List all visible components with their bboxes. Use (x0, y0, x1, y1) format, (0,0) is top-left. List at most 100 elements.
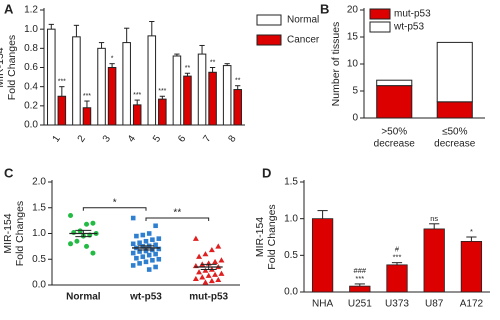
point (130, 263, 136, 268)
y-tick-label: 1.2 (24, 5, 38, 16)
x-tick-label: decrease (374, 139, 416, 150)
y-tick-label: 0.8 (24, 43, 38, 54)
point (84, 221, 90, 227)
y-tick-label: 1.5 (284, 177, 298, 188)
significance: *** (133, 92, 141, 99)
y-tick-label: 5 (352, 86, 358, 97)
panel-letter: A (4, 1, 14, 16)
bar (208, 71, 217, 126)
point (202, 251, 209, 257)
point (146, 252, 152, 258)
x-tick-label: 4 (126, 133, 138, 144)
y-axis-label: Fold Changes (6, 35, 18, 100)
y-tick-label: 0.0 (32, 280, 46, 291)
point (130, 250, 136, 256)
bar (132, 104, 142, 126)
bar (107, 67, 117, 126)
significance: ** (210, 59, 216, 66)
point (153, 251, 158, 257)
legend-label: wt-p53 (393, 22, 424, 33)
point (150, 237, 155, 242)
x-tick-label: U373 (385, 299, 409, 310)
bar (423, 228, 445, 293)
y-tick-label: 0.5 (284, 250, 298, 261)
x-tick-label: >50% (381, 127, 407, 138)
bar-segment (376, 79, 413, 87)
bar (386, 264, 408, 293)
x-tick-label: wt-p53 (129, 292, 162, 303)
panel-letter: D (262, 165, 271, 180)
point (134, 255, 139, 261)
y-tick-label: 20 (347, 5, 359, 16)
significance: ** (173, 208, 181, 219)
significance-bracket (145, 217, 210, 222)
point (130, 241, 136, 247)
point (134, 233, 139, 239)
x-tick-label: U87 (425, 299, 444, 310)
legend-swatch (369, 21, 391, 33)
point (215, 276, 222, 283)
x-tick-label: ≤50% (442, 127, 468, 138)
point (156, 246, 162, 252)
y-axis-label: MIR-154 (2, 213, 14, 253)
significance: ** (235, 78, 241, 85)
point (212, 271, 219, 277)
point (153, 242, 158, 248)
point (68, 241, 74, 247)
x-tick-label: 2 (76, 133, 88, 144)
point (192, 275, 199, 282)
bar (158, 98, 167, 126)
point (208, 246, 215, 253)
bar-segment (436, 101, 473, 119)
bar (47, 28, 56, 126)
y-tick-label: 15 (347, 32, 359, 43)
significance: * (111, 56, 114, 63)
x-tick-label: Normal (66, 292, 101, 303)
point (205, 272, 212, 278)
y-tick-label: 1.5 (32, 202, 46, 213)
x-tick-label: 3 (101, 133, 113, 144)
y-tick-label: 0.2 (24, 100, 38, 111)
x-tick-label: 7 (201, 133, 213, 144)
point (153, 264, 158, 270)
legend-swatch (369, 8, 391, 20)
panel-letter: B (320, 1, 329, 16)
x-tick-label: U251 (348, 299, 372, 310)
point (218, 270, 225, 276)
y-tick-label: 0.0 (284, 287, 298, 298)
bar (222, 65, 232, 126)
significance: * (470, 227, 473, 236)
significance: *** (58, 79, 66, 86)
legend-label: Normal (287, 15, 319, 26)
significance: ### (354, 266, 367, 275)
legend-swatch (256, 34, 282, 46)
y-tick-label: 0.5 (32, 254, 46, 265)
point (90, 250, 96, 256)
point (140, 244, 146, 249)
y-tick-label: 1.0 (24, 24, 38, 35)
point (196, 253, 203, 259)
bar (122, 42, 131, 126)
y-tick-label: 1.0 (284, 213, 298, 224)
significance: * (113, 197, 117, 208)
bar (311, 218, 334, 293)
x-tick-label: NHA (312, 299, 333, 310)
significance: *** (83, 93, 91, 100)
legend-label: mut-p53 (394, 9, 431, 20)
bar (82, 107, 92, 126)
point (90, 220, 96, 226)
y-axis-label: Fold Changes (266, 204, 278, 269)
y-axis-label: MIR-154 (0, 47, 6, 87)
y-tick-label: 0.4 (24, 81, 38, 92)
point (143, 248, 149, 254)
y-tick-label: 0.6 (24, 62, 38, 73)
y-tick-label: 10 (347, 59, 359, 70)
significance: # (395, 245, 400, 254)
significance-bracket (82, 207, 147, 211)
x-tick-label: 6 (176, 133, 188, 144)
point (146, 231, 152, 236)
x-tick-label: 8 (226, 133, 238, 144)
x-tick-label: mut-p53 (189, 292, 228, 303)
bar (197, 53, 207, 126)
